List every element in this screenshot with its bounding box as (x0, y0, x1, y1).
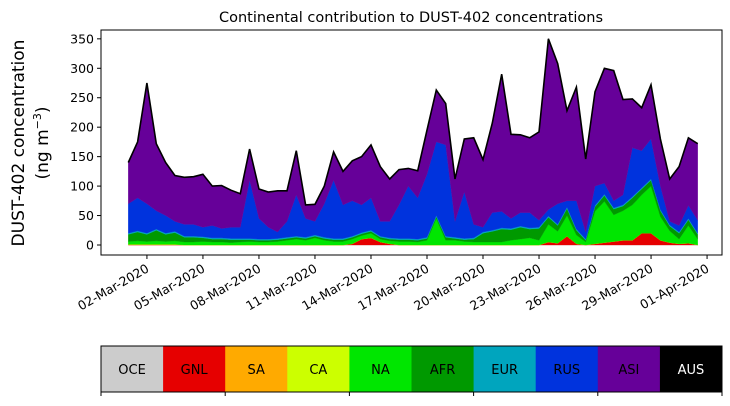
legend-item-na: NA (349, 346, 412, 392)
legend-item-gnl: GNL (163, 346, 226, 392)
legend-label: AFR (430, 363, 455, 378)
legend-frame (100, 345, 723, 393)
y-tick-label: 300 (70, 61, 94, 76)
legend-label: OCE (118, 363, 146, 378)
y-tick-label: 200 (70, 120, 94, 135)
y-tick-label: 350 (70, 31, 94, 46)
y-axis-label: DUST-402 concentration (ng m−3) (9, 40, 53, 247)
legend-label: CA (309, 363, 327, 378)
legend-swatch (101, 346, 164, 392)
x-axis: 02-Mar-202005-Mar-202008-Mar-202011-Mar-… (75, 255, 712, 313)
y-tick-label: 0 (86, 237, 94, 252)
legend-swatch (411, 346, 475, 392)
legend-item-oce: OCE (101, 346, 164, 392)
y-axis-label-line2: (ng m−3) (31, 106, 53, 179)
y-axis: 0 50 100 150 200 250 300 350 (70, 31, 101, 252)
legend-swatch (349, 346, 412, 392)
legend-swatch (659, 346, 723, 392)
legend-label: EUR (491, 363, 518, 378)
legend-item-ca: CA (287, 346, 350, 392)
total-line (127, 38, 699, 206)
y-tick-label: 50 (78, 208, 94, 223)
y-tick-label: 150 (70, 149, 94, 164)
legend-label: GNL (181, 363, 209, 378)
legend-label: RUS (553, 363, 580, 378)
legend-swatch (163, 346, 226, 392)
legend-swatch (535, 346, 599, 392)
legend-label: AUS (678, 363, 705, 378)
legend-swatch (287, 346, 350, 392)
plot-frame (100, 29, 723, 256)
legend-swatch (473, 346, 537, 392)
legend-item-aus: AUS (659, 346, 723, 392)
legend-swatch (597, 346, 661, 392)
chart-title: Continental contribution to DUST-402 con… (219, 10, 603, 26)
y-tick-label: 100 (70, 179, 94, 194)
area-layers (127, 38, 699, 246)
y-tick-label: 250 (70, 90, 94, 105)
legend-label: NA (371, 363, 390, 378)
legend-item-rus: RUS (535, 346, 599, 392)
legend-swatch (225, 346, 288, 392)
legend-label: ASI (618, 363, 639, 378)
color-legend: OCE GNL SA CA NA AFR EUR RUS ASI AUS (100, 345, 723, 396)
y-axis-label-line1: DUST-402 concentration (9, 40, 29, 247)
legend-item-afr: AFR (411, 346, 475, 392)
legend-item-eur: EUR (473, 346, 537, 392)
legend-item-sa: SA (225, 346, 288, 392)
legend-item-asi: ASI (597, 346, 661, 392)
legend-label: SA (248, 363, 265, 378)
